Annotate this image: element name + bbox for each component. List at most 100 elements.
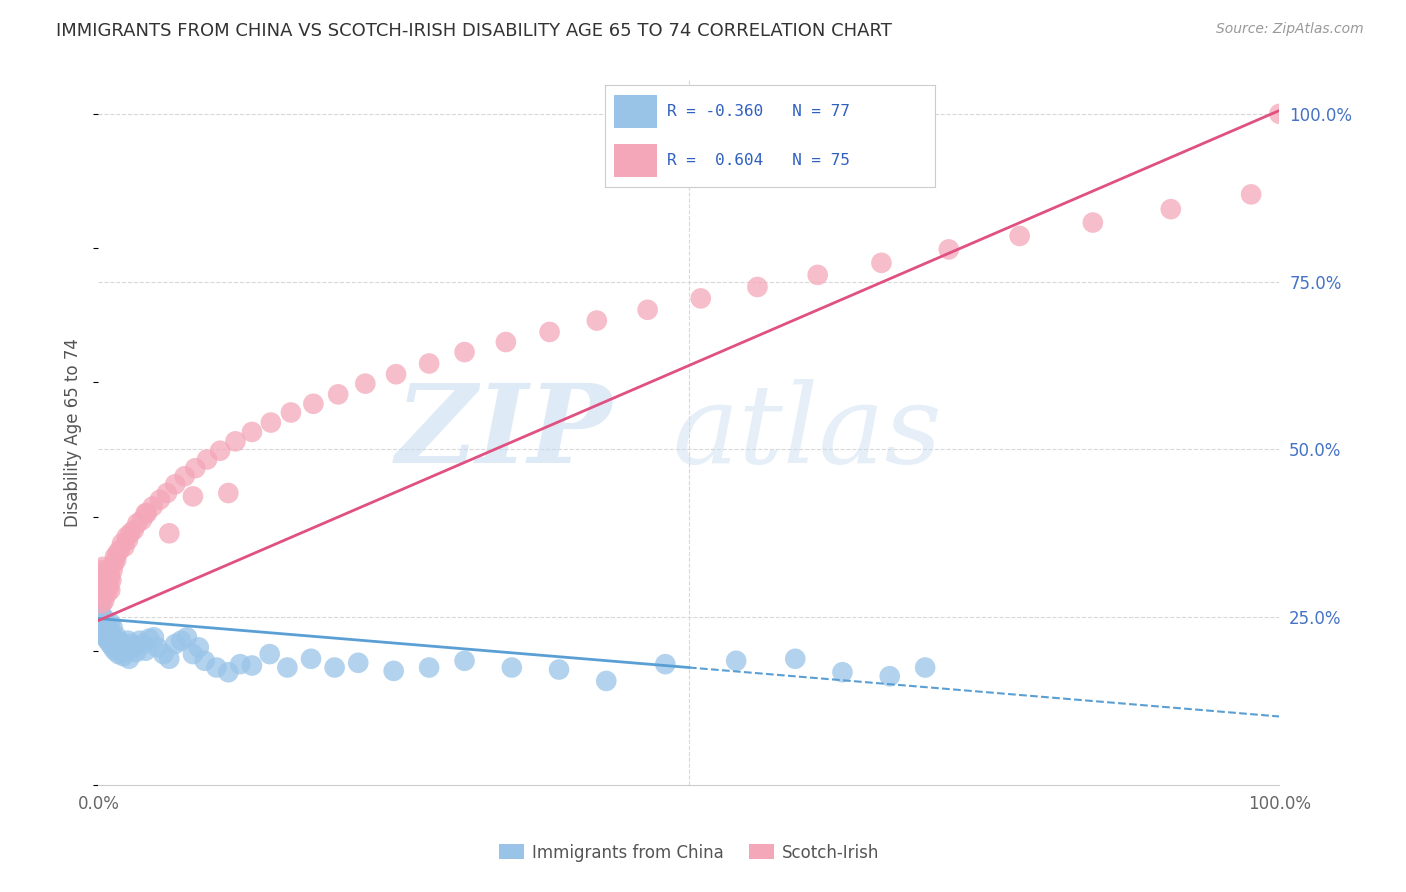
Point <box>195 452 218 467</box>
Text: R = -0.360   N = 77: R = -0.360 N = 77 <box>668 103 851 119</box>
Point <box>98 583 121 598</box>
Point <box>831 665 853 680</box>
Point <box>105 629 128 643</box>
Legend: Immigrants from China, Scotch-Irish: Immigrants from China, Scotch-Irish <box>492 837 886 868</box>
Text: IMMIGRANTS FROM CHINA VS SCOTCH-IRISH DISABILITY AGE 65 TO 74 CORRELATION CHART: IMMIGRANTS FROM CHINA VS SCOTCH-IRISH DI… <box>56 22 893 40</box>
Point <box>689 292 711 306</box>
Point <box>93 624 115 639</box>
Point <box>187 640 209 655</box>
Point <box>938 243 960 257</box>
Point <box>870 256 893 270</box>
Point <box>117 633 139 648</box>
Point <box>98 637 121 651</box>
Point <box>914 660 936 674</box>
Y-axis label: Disability Age 65 to 74: Disability Age 65 to 74 <box>65 338 83 527</box>
Point <box>91 587 114 601</box>
Point <box>94 629 117 643</box>
Point <box>165 477 187 491</box>
Point <box>323 660 346 674</box>
Point <box>501 660 523 674</box>
Point <box>105 633 128 648</box>
Point <box>100 627 122 641</box>
Point <box>91 614 114 628</box>
Point <box>98 615 121 630</box>
Point <box>108 543 131 558</box>
Point <box>418 660 440 674</box>
Point <box>1160 202 1182 216</box>
Point <box>156 486 179 500</box>
Point <box>354 376 377 391</box>
Point <box>785 652 807 666</box>
Point <box>115 530 138 544</box>
Point <box>96 632 118 646</box>
Point <box>112 540 135 554</box>
Point <box>91 627 114 641</box>
Point <box>97 633 120 648</box>
Point <box>152 647 174 661</box>
Point <box>105 637 128 651</box>
Point <box>91 576 114 591</box>
Point <box>93 593 115 607</box>
Point <box>654 657 676 672</box>
Point <box>181 647 204 661</box>
Text: R =  0.604   N = 75: R = 0.604 N = 75 <box>668 153 851 169</box>
Point <box>128 633 150 648</box>
Point <box>1268 107 1291 121</box>
Point <box>90 566 112 581</box>
Point <box>347 656 370 670</box>
Point <box>121 637 143 651</box>
Point <box>260 416 283 430</box>
Point <box>101 620 124 634</box>
Point <box>170 633 193 648</box>
Point <box>131 513 153 527</box>
Point <box>110 644 132 658</box>
Point <box>302 397 325 411</box>
Point <box>112 640 135 655</box>
Point <box>103 632 125 646</box>
Point <box>224 434 246 449</box>
Point <box>276 660 298 674</box>
Point <box>90 607 112 621</box>
Point <box>725 654 748 668</box>
Point <box>176 630 198 644</box>
Point <box>194 654 217 668</box>
Text: Source: ZipAtlas.com: Source: ZipAtlas.com <box>1216 22 1364 37</box>
Point <box>90 580 112 594</box>
Point <box>91 574 114 588</box>
Point <box>93 618 115 632</box>
Point <box>146 640 169 655</box>
Point <box>101 640 124 655</box>
Point <box>453 345 475 359</box>
Point <box>94 622 117 636</box>
Point <box>94 570 117 584</box>
Point <box>135 506 157 520</box>
Point <box>181 489 204 503</box>
Point <box>538 325 561 339</box>
Point <box>879 669 901 683</box>
Point <box>149 492 172 507</box>
Point <box>89 570 111 584</box>
Point <box>120 526 142 541</box>
Point <box>229 657 252 672</box>
Point <box>217 665 239 680</box>
Point <box>112 649 135 664</box>
Point <box>382 664 405 678</box>
Point <box>98 570 121 584</box>
Point <box>118 652 141 666</box>
Point <box>205 660 228 674</box>
Point <box>98 624 121 639</box>
Point <box>97 576 120 591</box>
Point <box>595 673 617 688</box>
Point <box>96 574 118 588</box>
Point <box>90 616 112 631</box>
Point <box>117 533 139 547</box>
Point <box>328 387 350 401</box>
Text: atlas: atlas <box>672 379 942 486</box>
Point <box>135 506 157 520</box>
Point <box>418 357 440 371</box>
Point <box>453 654 475 668</box>
Point <box>105 546 128 560</box>
Point <box>1081 216 1104 230</box>
Point <box>101 563 124 577</box>
Point <box>111 635 134 649</box>
